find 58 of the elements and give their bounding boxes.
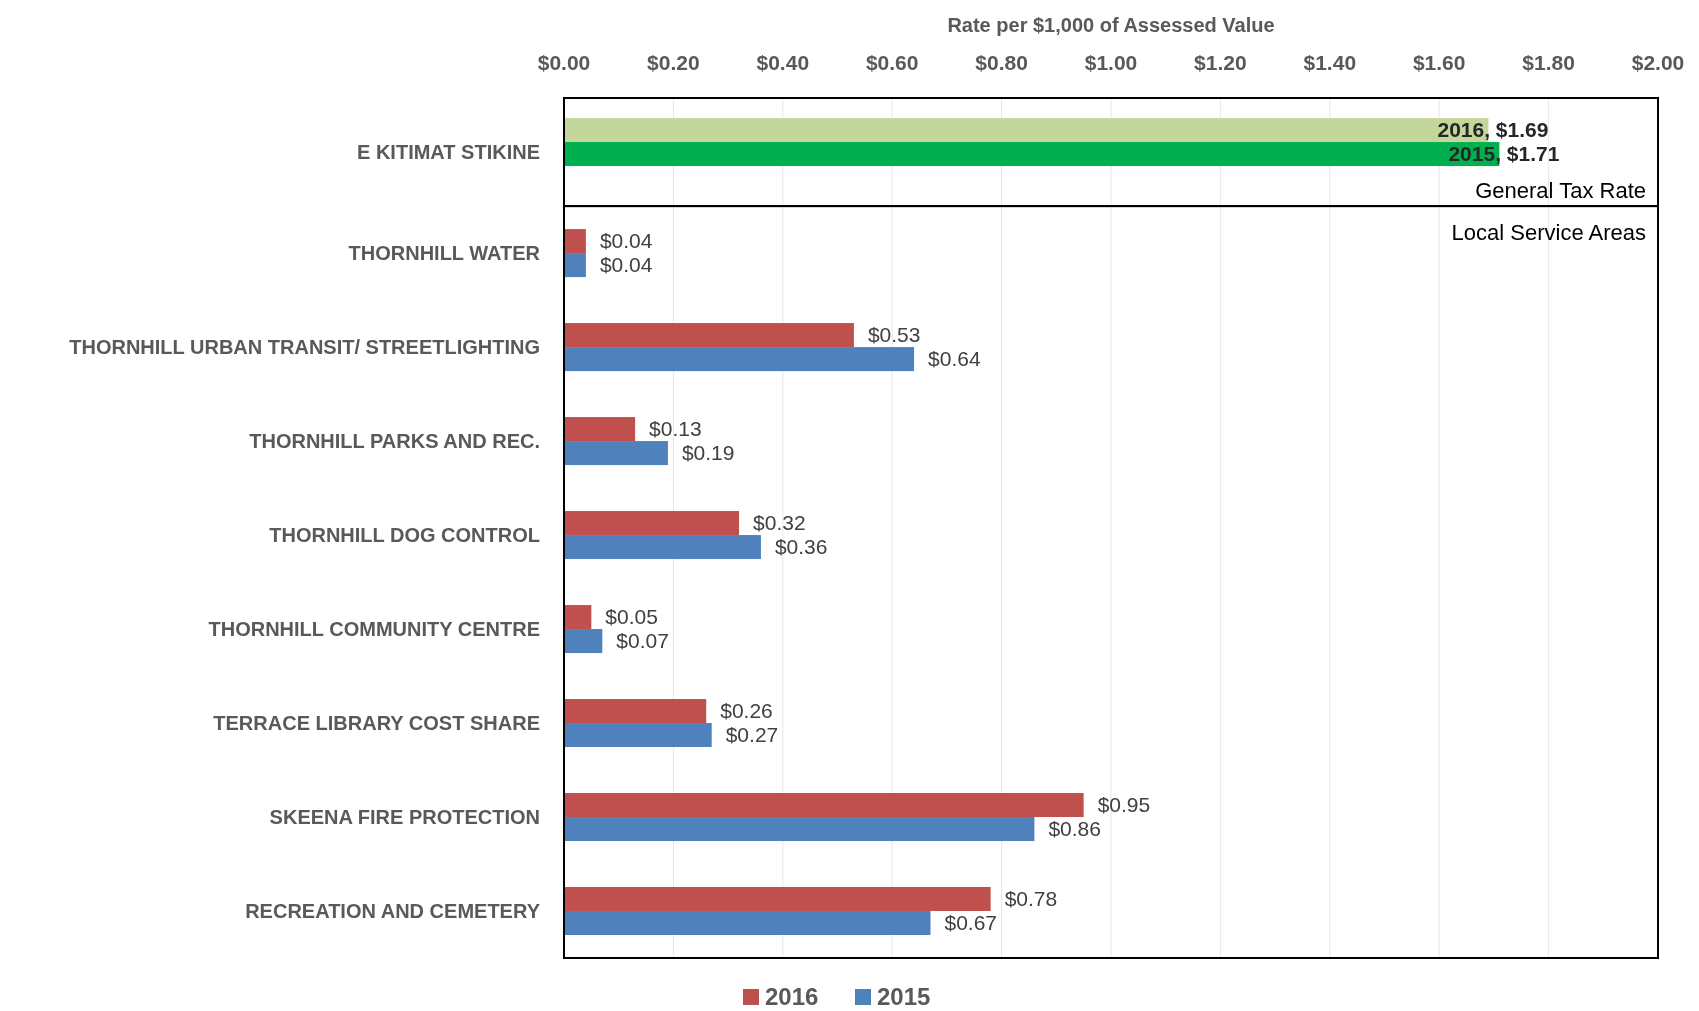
legend-label: 2016 bbox=[765, 983, 819, 1010]
data-label: $0.05 bbox=[605, 605, 658, 629]
x-tick-label: $0.40 bbox=[756, 51, 810, 74]
x-axis-title: Rate per $1,000 of Assessed Value bbox=[947, 14, 1275, 36]
y-tick-label: SKEENA FIRE PROTECTION bbox=[269, 806, 540, 829]
y-tick-label: THORNHILL DOG CONTROL bbox=[269, 524, 540, 547]
bar bbox=[564, 911, 931, 936]
data-label: $0.19 bbox=[681, 441, 735, 465]
bar bbox=[564, 441, 668, 466]
data-label: $0.13 bbox=[649, 417, 702, 441]
x-tick-label: $1.00 bbox=[1084, 51, 1138, 74]
data-label: $0.27 bbox=[725, 723, 779, 747]
x-tick-label: $1.80 bbox=[1522, 51, 1575, 74]
y-tick-label: TERRACE LIBRARY COST SHARE bbox=[213, 712, 540, 735]
y-tick-label: THORNHILL COMMUNITY CENTRE bbox=[208, 618, 540, 641]
data-label: $0.26 bbox=[720, 699, 773, 723]
data-label: 2016, $1.69 bbox=[1437, 118, 1549, 142]
x-tick-label: $0.20 bbox=[647, 51, 700, 74]
data-label: $0.67 bbox=[944, 911, 998, 935]
data-label: $0.04 bbox=[599, 253, 653, 277]
bar bbox=[564, 817, 1035, 842]
bar bbox=[564, 723, 712, 748]
data-label: $0.64 bbox=[928, 347, 981, 371]
y-tick-label: RECREATION AND CEMETERY bbox=[245, 900, 541, 923]
x-tick-label: $0.80 bbox=[975, 51, 1028, 74]
data-label: $0.86 bbox=[1048, 817, 1101, 841]
y-tick-label: E KITIMAT STIKINE bbox=[357, 141, 540, 164]
data-label: $0.32 bbox=[753, 511, 806, 535]
bar bbox=[564, 629, 603, 654]
y-tick-label: THORNHILL WATER bbox=[348, 242, 541, 265]
bar bbox=[564, 347, 915, 372]
data-label: $0.04 bbox=[599, 229, 653, 253]
bar bbox=[564, 699, 707, 724]
annotation: Local Service Areas bbox=[1451, 220, 1646, 246]
bar bbox=[564, 793, 1084, 818]
y-tick-label: THORNHILL PARKS AND REC. bbox=[249, 430, 540, 453]
bar bbox=[564, 535, 761, 560]
y-tick-label: THORNHILL URBAN TRANSIT/ STREETLIGHTING bbox=[69, 336, 540, 359]
x-tick-label: $2.00 bbox=[1631, 51, 1685, 74]
data-label: $0.95 bbox=[1097, 793, 1151, 817]
x-tick-label: $0.00 bbox=[537, 51, 591, 74]
bar bbox=[564, 511, 740, 536]
x-tick-label: $1.20 bbox=[1194, 51, 1247, 74]
data-label: $0.78 bbox=[1004, 887, 1058, 911]
data-label: $0.07 bbox=[616, 629, 669, 653]
bar bbox=[564, 417, 636, 442]
bar bbox=[564, 229, 586, 254]
x-tick-label: $1.40 bbox=[1303, 51, 1357, 74]
legend-label: 2015 bbox=[877, 983, 931, 1010]
x-tick-label: $1.60 bbox=[1412, 51, 1466, 74]
bar bbox=[564, 253, 586, 278]
data-label: $0.36 bbox=[774, 535, 828, 559]
bar bbox=[564, 887, 991, 912]
data-label: $0.53 bbox=[867, 323, 921, 347]
x-tick-label: $0.60 bbox=[865, 51, 919, 74]
bar bbox=[564, 323, 854, 348]
bar bbox=[564, 605, 592, 630]
annotation: General Tax Rate bbox=[1475, 178, 1646, 204]
